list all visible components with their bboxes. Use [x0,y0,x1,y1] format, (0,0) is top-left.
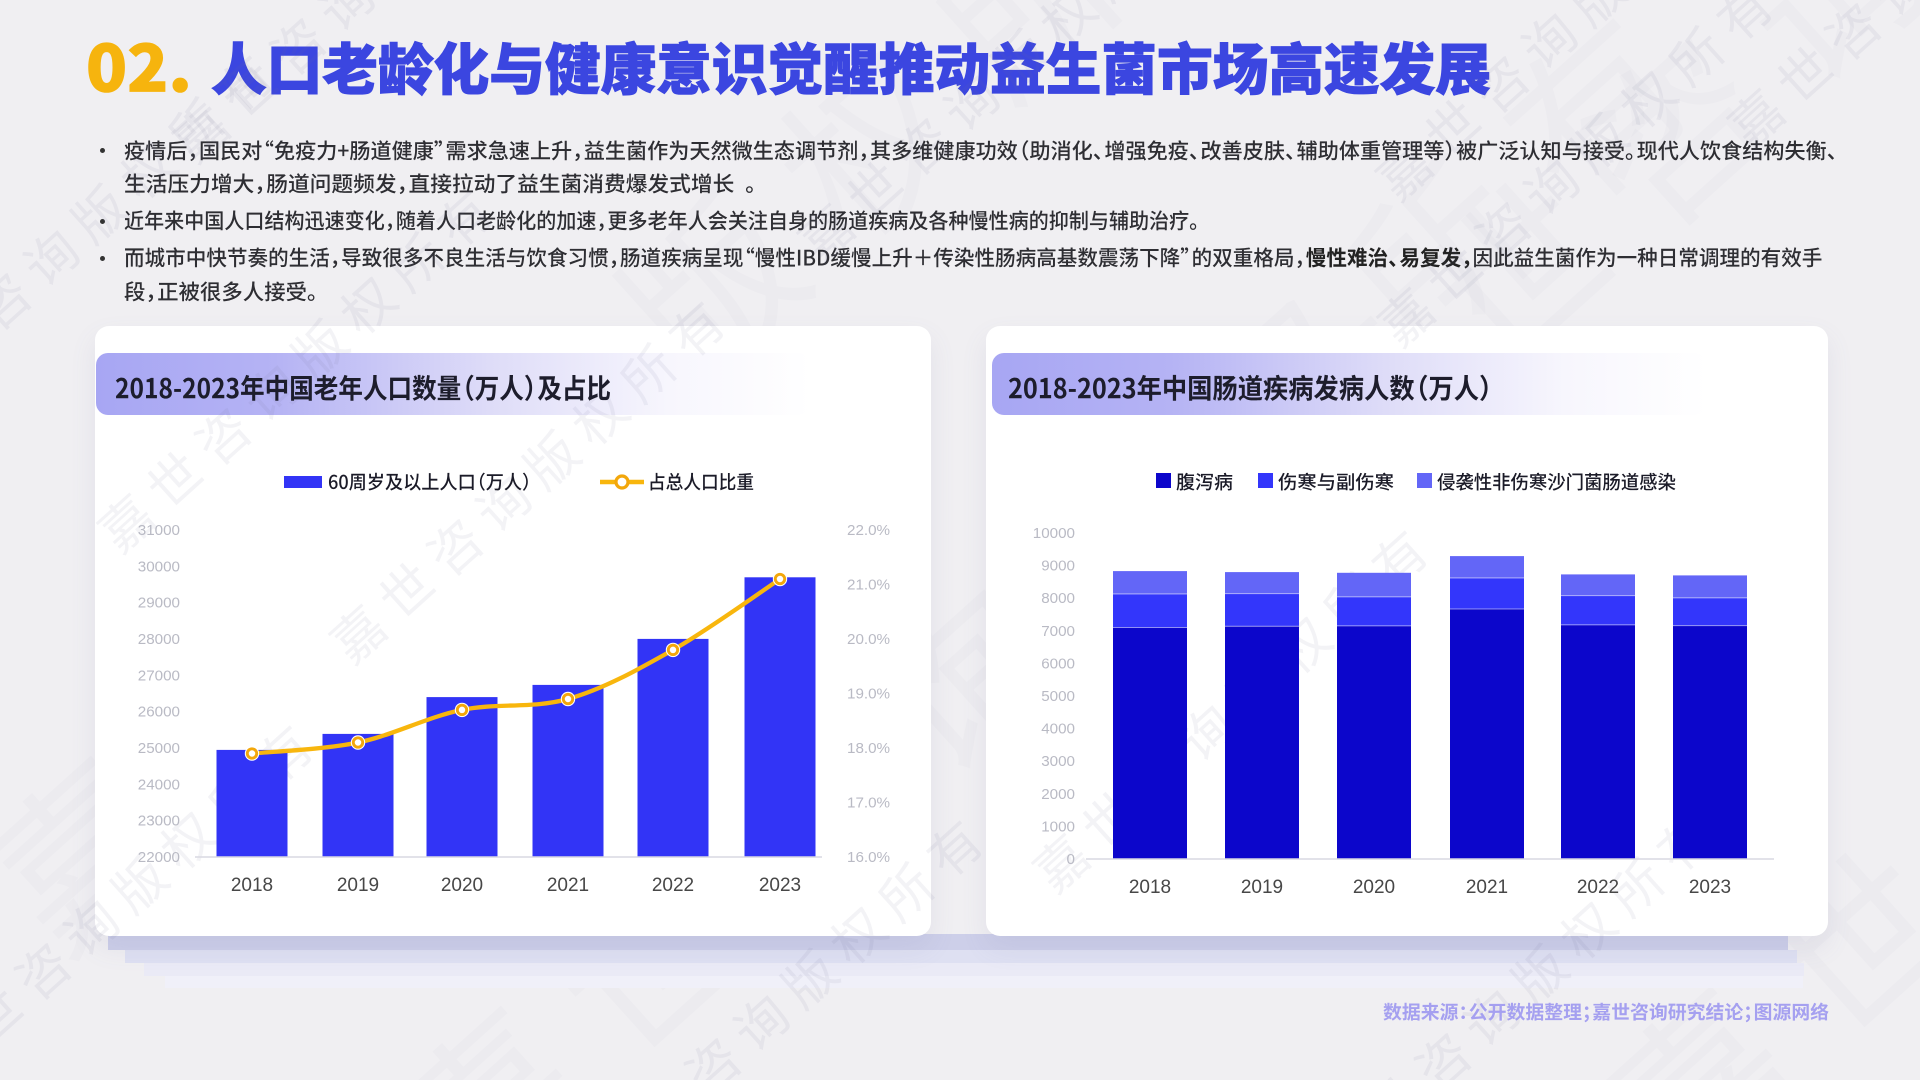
svg-text:7000: 7000 [1041,623,1075,640]
svg-text:9000: 9000 [1041,558,1075,575]
svg-text:0: 0 [1067,851,1075,868]
svg-text:2023: 2023 [1689,877,1731,898]
svg-text:27000: 27000 [138,667,180,684]
svg-text:31000: 31000 [138,522,180,539]
svg-text:1000: 1000 [1041,818,1075,835]
svg-text:19.0%: 19.0% [847,686,890,703]
svg-text:3000: 3000 [1041,753,1075,770]
svg-text:4000: 4000 [1041,721,1075,738]
svg-text:18.0%: 18.0% [847,740,890,757]
svg-text:29000: 29000 [138,595,180,612]
svg-text:2020: 2020 [441,875,483,896]
svg-text:10000: 10000 [1033,525,1075,542]
svg-text:2018: 2018 [1129,877,1171,898]
svg-text:2000: 2000 [1041,786,1075,803]
svg-text:2022: 2022 [652,875,694,896]
svg-text:6000: 6000 [1041,655,1075,672]
svg-text:26000: 26000 [138,704,180,721]
svg-text:24000: 24000 [138,776,180,793]
svg-text:5000: 5000 [1041,688,1075,705]
svg-text:25000: 25000 [138,740,180,757]
svg-text:30000: 30000 [138,558,180,575]
svg-text:22.0%: 22.0% [847,522,890,539]
svg-text:23000: 23000 [138,813,180,830]
svg-text:8000: 8000 [1041,590,1075,607]
svg-text:2019: 2019 [337,875,379,896]
svg-text:2019: 2019 [1241,877,1283,898]
svg-text:2018: 2018 [231,875,273,896]
svg-text:28000: 28000 [138,631,180,648]
svg-text:2021: 2021 [547,875,589,896]
svg-text:2020: 2020 [1353,877,1395,898]
svg-text:17.0%: 17.0% [847,795,890,812]
svg-text:22000: 22000 [138,849,180,866]
svg-text:16.0%: 16.0% [847,849,890,866]
svg-text:2021: 2021 [1466,877,1508,898]
svg-text:20.0%: 20.0% [847,631,890,648]
svg-text:2022: 2022 [1577,877,1619,898]
svg-text:2023: 2023 [759,875,801,896]
svg-text:21.0%: 21.0% [847,577,890,594]
